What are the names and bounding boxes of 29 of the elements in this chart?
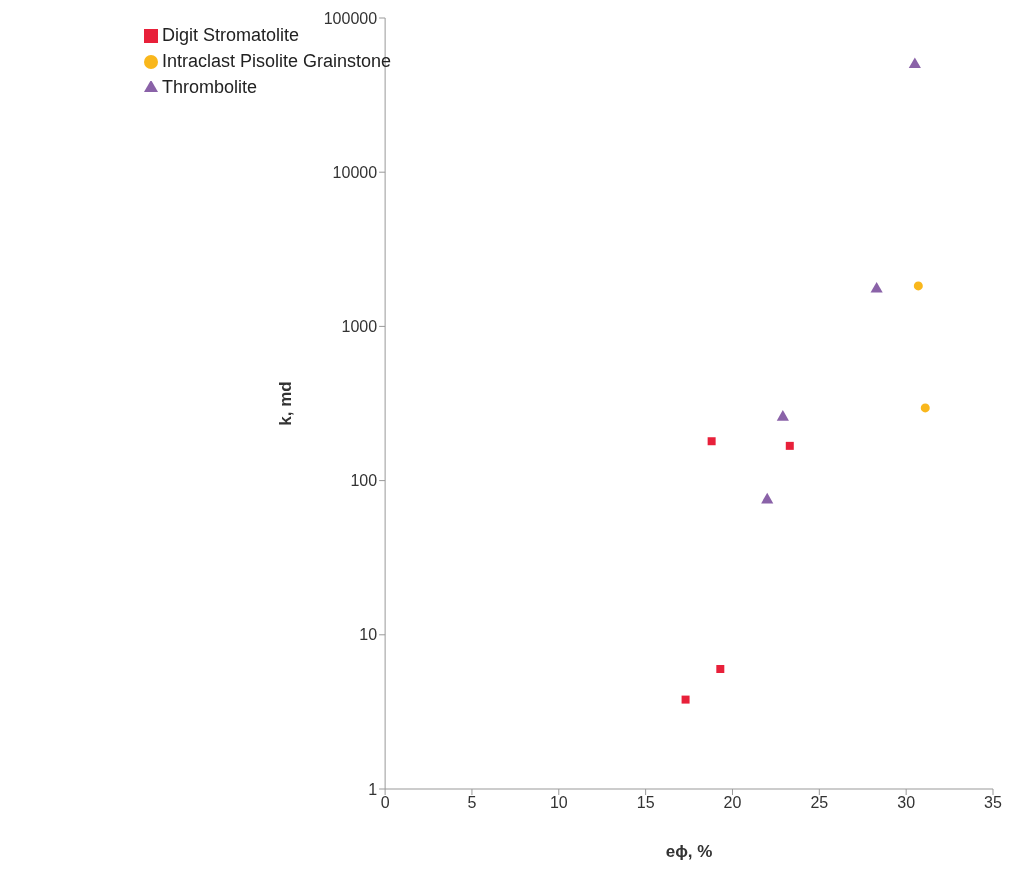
x-tick-label: 15	[636, 794, 655, 812]
point	[785, 441, 794, 450]
x-axis-title: eϕ, %	[665, 842, 713, 861]
x-tick-label: 20	[723, 794, 742, 812]
point	[920, 403, 930, 413]
point	[716, 665, 725, 674]
x-tick-label: 0	[380, 794, 390, 812]
x-tick-label: 10	[549, 794, 568, 812]
y-tick-label: 10	[359, 626, 378, 644]
point	[776, 410, 789, 421]
legend-label: Intraclast Pisolite Grainstone	[162, 51, 392, 71]
point	[913, 281, 923, 291]
x-tick-label: 35	[984, 794, 1002, 812]
y-tick-label: 100000	[323, 9, 378, 27]
y-tick-label: 1000	[341, 318, 378, 336]
y-axis-title: k, md	[276, 381, 296, 426]
y-tick-label: 10000	[332, 163, 378, 181]
point	[870, 281, 883, 293]
legend-label: Thrombolite	[162, 77, 258, 97]
point	[681, 695, 690, 704]
x-tick-label: 5	[467, 794, 477, 812]
x-tick-label: 25	[810, 794, 829, 812]
y-tick-label: 100	[350, 472, 378, 490]
x-tick-label: 30	[897, 794, 916, 812]
point	[908, 57, 921, 68]
point	[707, 437, 716, 446]
point	[761, 492, 774, 504]
legend-label: Digit Stromatolite	[162, 25, 300, 45]
y-tick-label: 1	[368, 780, 378, 798]
